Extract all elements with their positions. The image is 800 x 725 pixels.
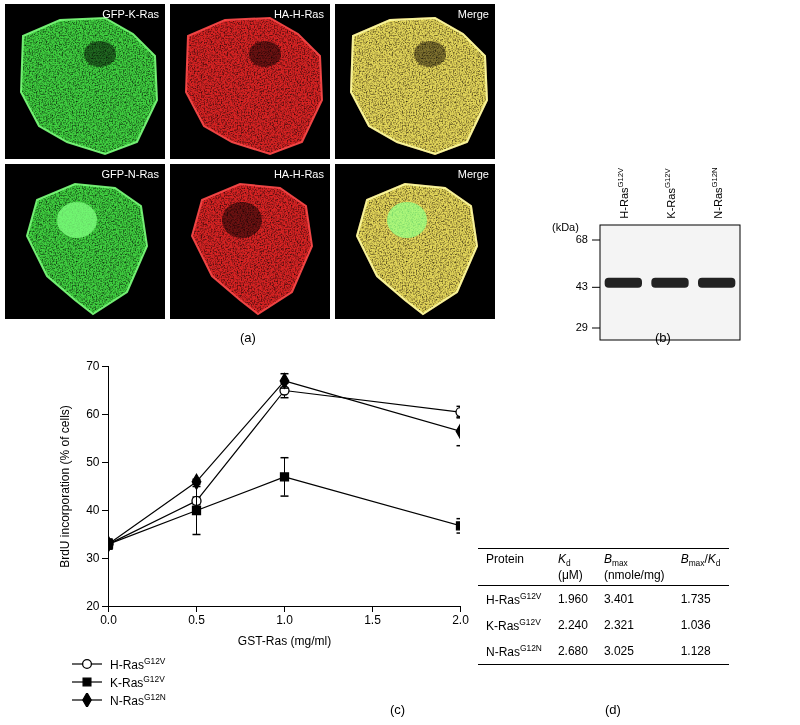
html-text:1.036: 1.036 xyxy=(680,618,711,633)
html-text:H-Ras: H-Ras xyxy=(618,187,631,219)
svg-text:0.0: 0.0 xyxy=(100,613,117,627)
svg-text:20: 20 xyxy=(86,599,100,613)
html-text:G12V: G12V xyxy=(663,168,673,189)
svg-text:70: 70 xyxy=(86,359,100,373)
html-text:3.025: 3.025 xyxy=(603,644,634,659)
html-text:G12V: G12V xyxy=(616,167,626,188)
html-text:K-RasG12V: K-RasG12V xyxy=(110,674,165,690)
svg-text:30: 30 xyxy=(86,551,100,565)
svg-text:50: 50 xyxy=(86,455,100,469)
html-text:K-Ras: K-Ras xyxy=(665,188,677,219)
html-text:H-RasG12V: H-RasG12V xyxy=(486,591,542,608)
html-text:1.735: 1.735 xyxy=(680,592,711,607)
html-text:N-RasG12N: N-RasG12N xyxy=(110,692,166,708)
svg-text:Merge: Merge xyxy=(458,8,489,20)
svg-text:1.0: 1.0 xyxy=(276,613,293,627)
html-text:(c): (c) xyxy=(390,702,406,717)
html-text:G12N: G12N xyxy=(710,167,719,188)
html-text:(kDa): (kDa) xyxy=(552,221,579,233)
html-text:(a): (a) xyxy=(240,330,256,345)
html-text:1.128: 1.128 xyxy=(680,644,711,659)
html-text:Protein: Protein xyxy=(486,552,524,566)
html-text:43: 43 xyxy=(575,280,588,293)
html-text:1.960: 1.960 xyxy=(557,592,588,607)
svg-text:GFP-K-Ras: GFP-K-Ras xyxy=(102,8,159,20)
html-text:H-RasG12V: H-RasG12V xyxy=(110,656,166,672)
html-text:Kd: Kd xyxy=(557,552,571,569)
html-text:3.401: 3.401 xyxy=(603,592,634,607)
svg-text:2.0: 2.0 xyxy=(452,613,469,627)
svg-text:60: 60 xyxy=(86,407,100,421)
html-text:N-Ras: N-Ras xyxy=(711,187,724,219)
svg-text:40: 40 xyxy=(86,503,100,517)
html-text:(μM): (μM) xyxy=(557,568,583,583)
svg-text:1.5: 1.5 xyxy=(364,613,381,627)
html-text:(d): (d) xyxy=(605,702,621,717)
svg-text:HA-H-Ras: HA-H-Ras xyxy=(274,8,325,20)
svg-text:Merge: Merge xyxy=(458,168,489,180)
svg-text:0.5: 0.5 xyxy=(188,613,205,627)
html-text:2.321: 2.321 xyxy=(603,618,634,633)
svg-text:BrdU incorporation (% of cells: BrdU incorporation (% of cells) xyxy=(58,405,72,568)
html-text:68: 68 xyxy=(575,233,588,245)
html-text:(b): (b) xyxy=(655,330,671,345)
html-text:(nmole/mg): (nmole/mg) xyxy=(603,568,665,583)
html-text:2.240: 2.240 xyxy=(557,618,588,633)
html-text:N-RasG12N: N-RasG12N xyxy=(486,643,542,660)
html-text:Bmax: Bmax xyxy=(603,552,628,569)
svg-text:GFP-N-Ras: GFP-N-Ras xyxy=(102,168,160,180)
html-text:Bmax/ Kd: Bmax/ Kd xyxy=(680,552,721,569)
html-text:2.680: 2.680 xyxy=(557,644,588,659)
html-text:K-RasG12V: K-RasG12V xyxy=(486,617,541,634)
svg-text:HA-H-Ras: HA-H-Ras xyxy=(274,168,325,180)
html-text:29: 29 xyxy=(575,321,588,333)
svg-text:GST-Ras (mg/ml): GST-Ras (mg/ml) xyxy=(238,634,331,648)
